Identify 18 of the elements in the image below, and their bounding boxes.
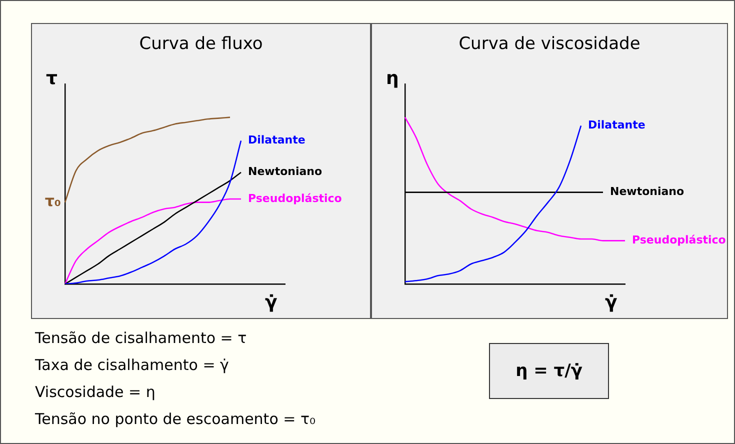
series-label: Pseudoplástico bbox=[248, 192, 342, 205]
series-label: Dilatante bbox=[248, 134, 306, 147]
series-label: Newtoniano bbox=[248, 165, 322, 178]
series-label: Newtoniano bbox=[610, 185, 684, 198]
text: Tensão de cisalhamento = τ bbox=[35, 329, 247, 347]
chart-title: Curva de viscosidade bbox=[458, 34, 642, 54]
text: Tensão no ponto de escoamento = τ₀ bbox=[35, 410, 316, 428]
y-axis-title: τ bbox=[46, 68, 58, 89]
chart-title: Curva de fluxo bbox=[138, 34, 264, 54]
y-axis-title: η bbox=[386, 68, 399, 89]
text: Viscosidade = η bbox=[35, 383, 156, 401]
series-label: Dilatante bbox=[588, 118, 646, 132]
x-axis-title: γ̇ bbox=[265, 292, 278, 313]
text: τ₀ bbox=[44, 192, 61, 210]
x-axis-title: γ̇ bbox=[605, 292, 618, 313]
text: η = τ/γ̇ bbox=[489, 343, 609, 399]
series-label: Pseudoplástico bbox=[632, 234, 726, 247]
text: Taxa de cisalhamento = γ̇ bbox=[35, 356, 229, 374]
